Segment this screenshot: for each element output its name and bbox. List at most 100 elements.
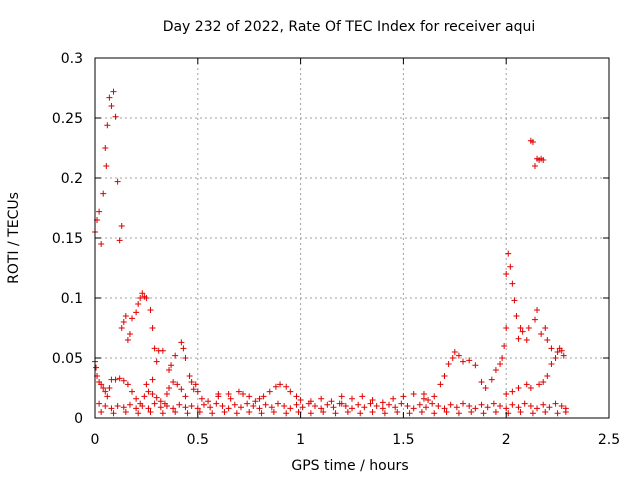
data-point — [519, 328, 526, 335]
grid-lines — [95, 58, 609, 418]
data-point — [106, 94, 113, 101]
data-point — [431, 393, 438, 400]
data-point — [515, 385, 522, 391]
y-axis-label: ROTI / TECUs — [6, 192, 22, 284]
data-point — [531, 163, 538, 169]
data-point — [416, 401, 423, 408]
data-point — [98, 409, 105, 415]
data-point — [147, 307, 154, 313]
data-point — [93, 364, 100, 371]
data-point — [338, 393, 345, 400]
data-point — [499, 355, 506, 361]
data-point — [468, 409, 475, 415]
data-point — [166, 367, 173, 373]
data-point — [270, 409, 277, 415]
data-point — [170, 405, 177, 412]
data-point — [488, 376, 495, 383]
x-tick-label: 1.5 — [392, 432, 414, 448]
data-point — [552, 400, 559, 407]
data-point — [143, 295, 150, 301]
data-point — [515, 404, 522, 411]
data-point — [455, 352, 462, 359]
data-point — [227, 395, 234, 402]
data-point — [400, 393, 407, 400]
data-point — [529, 410, 536, 417]
data-point — [194, 405, 201, 412]
data-point — [258, 410, 265, 417]
data-point — [182, 393, 189, 400]
data-point — [521, 400, 528, 407]
data-point — [460, 400, 467, 407]
data-point — [277, 381, 284, 388]
data-point — [536, 381, 543, 388]
data-point — [515, 335, 522, 342]
data-point — [139, 403, 146, 409]
data-point — [100, 385, 107, 391]
data-point — [332, 410, 339, 417]
data-point — [114, 178, 121, 185]
data-point — [133, 395, 140, 402]
data-point — [149, 391, 156, 397]
data-point — [297, 397, 304, 403]
data-point — [102, 403, 109, 409]
data-point — [118, 223, 125, 229]
data-point — [178, 386, 185, 393]
data-point — [147, 409, 154, 415]
data-point — [194, 388, 201, 395]
data-point — [137, 295, 144, 301]
data-point — [118, 325, 125, 331]
data-point — [174, 381, 181, 388]
chart-title: Day 232 of 2022, Rate Of TEC Index for r… — [163, 19, 536, 35]
data-point — [299, 404, 306, 411]
y-tick-label: 0.1 — [61, 291, 83, 307]
data-point — [112, 113, 119, 120]
data-point — [546, 404, 553, 411]
data-point — [540, 379, 547, 385]
data-point — [482, 385, 489, 391]
data-point — [182, 404, 189, 411]
data-point — [373, 403, 380, 409]
data-point — [233, 410, 240, 417]
data-point — [441, 373, 448, 379]
data-point — [478, 401, 485, 408]
data-point — [392, 404, 399, 411]
data-point — [151, 345, 158, 352]
data-point — [225, 391, 232, 397]
data-point — [205, 398, 212, 405]
data-point — [548, 361, 555, 367]
data-point — [244, 400, 251, 407]
data-point — [159, 410, 166, 417]
data-point — [120, 319, 127, 325]
data-point — [509, 388, 516, 395]
data-point — [554, 410, 561, 417]
data-point — [509, 401, 516, 408]
data-point — [307, 410, 314, 417]
data-point — [124, 381, 131, 388]
data-point — [124, 337, 131, 343]
data-point — [420, 391, 427, 397]
data-point — [143, 381, 150, 388]
data-point — [114, 403, 121, 409]
data-point — [103, 163, 110, 169]
data-point — [503, 325, 510, 331]
data-point — [104, 393, 111, 400]
data-point — [157, 404, 164, 411]
x-tick-label: 2.5 — [598, 432, 620, 448]
x-axis-label: GPS time / hours — [291, 458, 408, 474]
data-point — [126, 331, 133, 337]
data-point — [503, 271, 510, 277]
data-point — [478, 379, 485, 385]
data-point — [240, 391, 247, 397]
data-point — [355, 401, 362, 408]
data-point — [451, 349, 458, 355]
data-point — [455, 410, 462, 417]
data-points — [92, 88, 569, 417]
data-point — [110, 88, 117, 95]
data-point — [188, 403, 195, 409]
data-point — [305, 400, 312, 407]
data-point — [398, 400, 405, 407]
data-point — [268, 404, 275, 411]
data-point — [122, 409, 129, 415]
x-tick-label: 0.5 — [187, 432, 209, 448]
data-point — [159, 347, 166, 354]
